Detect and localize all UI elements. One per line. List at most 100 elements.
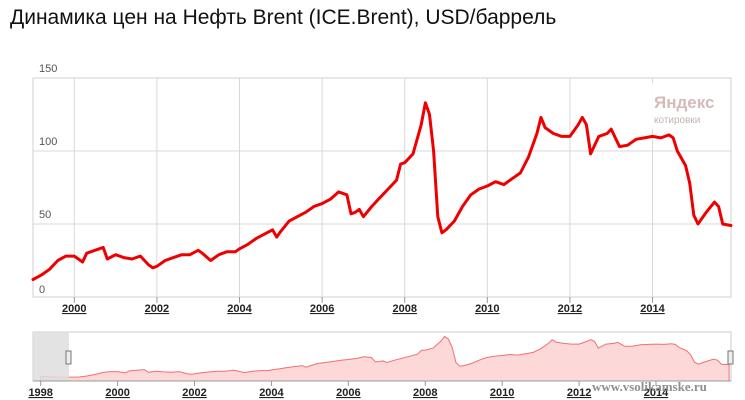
data-point (561, 135, 563, 137)
data-point (730, 224, 732, 227)
data-point (276, 236, 278, 238)
nav-tick-label: 2012 (567, 387, 591, 399)
y-tick-label: 100 (39, 136, 57, 148)
data-point (201, 252, 203, 254)
data-point (350, 213, 352, 215)
nav-tick-label: 2010 (490, 387, 514, 399)
navigator-mask (33, 332, 69, 381)
data-point (238, 248, 241, 250)
data-point (478, 188, 480, 190)
data-point (346, 194, 348, 196)
data-point (503, 184, 505, 186)
data-point (618, 146, 621, 148)
nav-tick-label: 2006 (336, 387, 360, 399)
data-point (428, 113, 431, 116)
series-points (32, 102, 732, 281)
navigator-left-handle[interactable] (65, 350, 72, 365)
data-point (354, 211, 356, 213)
data-point (48, 268, 51, 270)
data-point (486, 185, 488, 187)
data-point (668, 134, 670, 136)
data-point (379, 197, 381, 199)
x-tick-label: 2010 (475, 303, 499, 315)
gridlines (33, 78, 731, 297)
y-tick-label: 0 (39, 284, 45, 296)
data-point (148, 264, 150, 266)
data-point (718, 205, 720, 208)
data-point (362, 216, 364, 218)
plot-area (32, 77, 732, 298)
data-point (86, 252, 88, 254)
data-point (404, 162, 406, 164)
y-tick-label: 150 (39, 63, 57, 75)
data-point (115, 254, 117, 256)
data-point (400, 163, 402, 165)
data-point (536, 132, 538, 135)
data-point (189, 254, 191, 256)
site-watermark: www.vsolikamske.ru (592, 379, 707, 394)
data-point (453, 220, 455, 222)
data-point (358, 208, 360, 210)
data-point (329, 198, 331, 200)
data-point (470, 194, 472, 196)
x-axis: 2000 2002 2004 2006 2008 2010 2012 2014 (62, 297, 666, 315)
data-point (172, 257, 174, 259)
data-point (164, 259, 166, 262)
y-tick-label: 50 (39, 209, 51, 221)
data-point (102, 246, 104, 248)
data-point (722, 223, 724, 225)
data-point (705, 211, 707, 213)
nav-tick-label: 2000 (105, 387, 129, 399)
data-point (660, 137, 662, 139)
series-line (31, 101, 733, 281)
nav-tick-label: 2008 (413, 387, 437, 399)
data-point (569, 135, 571, 137)
data-point (305, 211, 307, 213)
range-navigator[interactable] (32, 331, 734, 382)
data-point (181, 254, 183, 256)
data-point (676, 150, 678, 152)
data-point (226, 251, 228, 253)
data-point (218, 254, 220, 256)
data-point (610, 128, 612, 130)
data-point (697, 223, 699, 225)
data-point (598, 135, 600, 137)
data-point (40, 274, 42, 276)
navigator-right-handle[interactable] (727, 350, 734, 365)
yandex-watermark: Яндекс котировки (646, 83, 726, 129)
data-point (395, 179, 398, 181)
data-point (65, 255, 67, 257)
y-axis: 0 50 100 150 (39, 63, 57, 296)
data-point (693, 214, 695, 216)
page-title: Динамика цен на Нефть Brent (ICE.Brent),… (10, 6, 557, 29)
nav-tick-label: 2002 (182, 387, 206, 399)
data-point (437, 216, 439, 218)
watermark-brand: Яндекс (654, 93, 714, 112)
x-tick-label: 2014 (640, 303, 665, 315)
data-point (313, 205, 315, 208)
data-point (296, 216, 298, 218)
data-point (590, 153, 592, 155)
data-point (106, 258, 108, 260)
data-point (156, 265, 158, 267)
x-tick-label: 2012 (558, 303, 582, 315)
data-point (131, 258, 133, 260)
data-point (234, 251, 236, 253)
data-point (247, 243, 249, 245)
x-tick-label: 2006 (310, 303, 334, 315)
data-point (651, 135, 654, 137)
data-point (672, 137, 674, 139)
data-point (371, 205, 373, 208)
data-point (73, 255, 75, 257)
nav-tick-label: 2014 (644, 387, 669, 399)
data-point (94, 249, 96, 251)
data-point (387, 188, 389, 190)
data-point (713, 201, 716, 203)
data-point (495, 181, 497, 183)
data-point (197, 249, 199, 251)
watermark-sub: котировки (654, 115, 700, 126)
data-point (519, 172, 522, 174)
data-point (210, 259, 212, 262)
data-point (528, 156, 530, 158)
